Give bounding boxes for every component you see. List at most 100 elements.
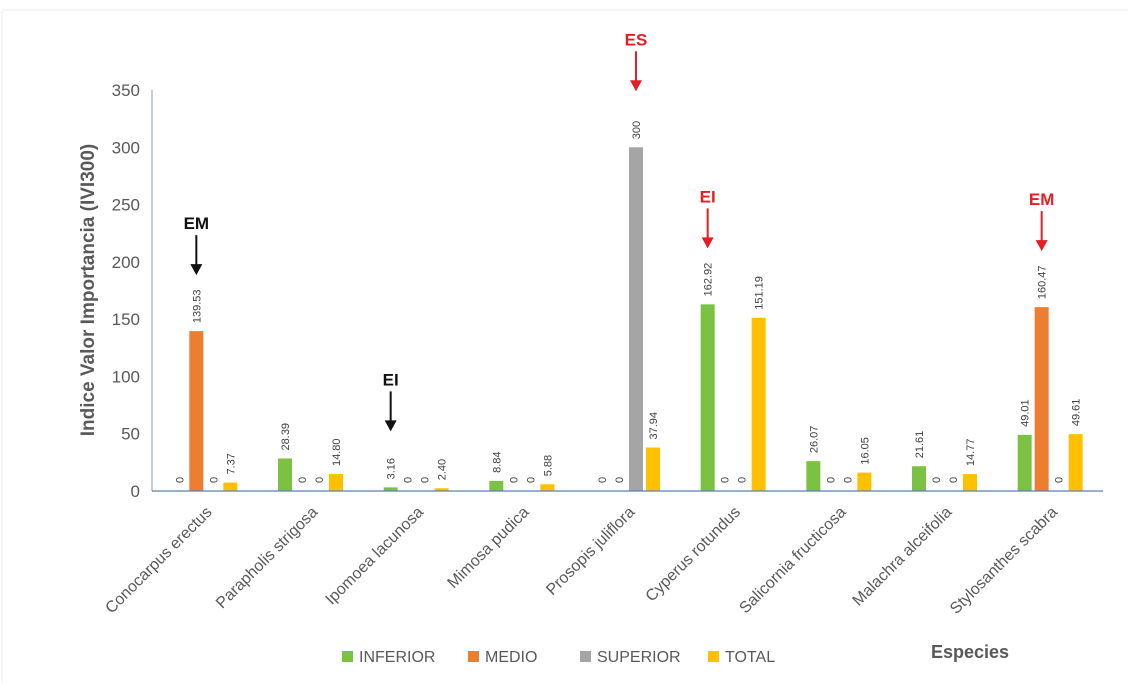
data-label-superior: 0 xyxy=(525,477,537,483)
annotation-em-conocarpus-erectus: EM xyxy=(184,214,210,276)
data-label-superior: 0 xyxy=(737,477,749,483)
y-tick-label: 50 xyxy=(121,425,140,444)
data-label-medio: 0 xyxy=(297,477,309,483)
legend-label: SUPERIOR xyxy=(597,649,681,666)
bar-total-prosopis-juliflora xyxy=(646,447,660,491)
data-label-total: 49.61 xyxy=(1071,399,1083,427)
bar-marks xyxy=(189,147,1083,492)
y-tick-label: 200 xyxy=(112,253,140,272)
data-label-inferior: 0 xyxy=(174,477,186,483)
data-label-medio: 0 xyxy=(508,477,520,483)
y-tick-label: 250 xyxy=(112,196,140,215)
data-label-superior: 0 xyxy=(948,477,960,483)
data-label-inferior: 21.61 xyxy=(914,431,926,459)
legend-label: TOTAL xyxy=(725,649,775,666)
y-tick-label: 150 xyxy=(112,310,140,329)
bar-inferior-malachra-alceifolia xyxy=(912,466,926,491)
legend-item-total: TOTAL xyxy=(708,649,775,666)
data-label-medio: 139.53 xyxy=(191,289,203,323)
data-label-medio: 0 xyxy=(931,477,943,483)
data-label-total: 2.40 xyxy=(437,459,449,480)
data-label-total: 7.37 xyxy=(225,453,237,474)
bar-inferior-parapholis-strigosa xyxy=(278,458,292,491)
annotation-arrows: EM EI ES EI EM xyxy=(184,30,1055,432)
data-label-inferior: 162.92 xyxy=(703,263,715,297)
bar-total-stylosanthes-scabra xyxy=(1068,434,1083,491)
bar-superior-prosopis-juliflora xyxy=(629,147,643,492)
data-label-superior: 0 xyxy=(208,477,220,483)
data-label-total: 14.80 xyxy=(331,439,343,467)
data-label-inferior: 49.01 xyxy=(1020,399,1032,427)
bar-inferior-salicornia-fructicosa xyxy=(806,461,821,491)
annotation-ei-cyperus-rotundus: EI xyxy=(700,187,716,249)
bar-total-ipomoea-lacunosa xyxy=(434,488,449,491)
bar-medio-stylosanthes-scabra xyxy=(1034,307,1049,491)
x-axis-title: Especies xyxy=(931,642,1009,662)
arrow-down-icon xyxy=(701,237,714,249)
data-label-inferior: 3.16 xyxy=(386,458,398,479)
data-label-medio: 0 xyxy=(720,477,732,483)
data-label-medio: 0 xyxy=(614,477,626,483)
data-label-medio: 0 xyxy=(825,477,837,483)
bar-inferior-mimosa-pudica xyxy=(489,480,504,491)
data-labels: 0 28.39 3.16 8.84 0 162.92 26.07 21.61 49.01 139.… xyxy=(174,121,1082,483)
data-label-superior: 0 xyxy=(420,477,432,483)
data-label-total: 5.88 xyxy=(542,455,554,476)
legend-item-superior: SUPERIOR xyxy=(580,649,681,666)
bar-medio-conocarpus-erectus xyxy=(189,331,204,491)
bar-inferior-ipomoea-lacunosa xyxy=(383,487,398,491)
data-label-superior: 0 xyxy=(1054,477,1066,483)
data-label-total: 151.19 xyxy=(754,276,766,310)
annotation-em-stylosanthes-scabra: EM xyxy=(1029,190,1055,252)
arrow-down-icon xyxy=(1035,240,1048,252)
annotation-label: ES xyxy=(625,30,648,49)
legend-swatch xyxy=(580,651,591,662)
data-label-superior: 0 xyxy=(314,477,326,483)
legend-label: MEDIO xyxy=(485,649,537,666)
data-label-inferior: 26.07 xyxy=(808,426,820,454)
data-label-medio: 0 xyxy=(403,477,415,483)
legend-swatch xyxy=(708,651,719,662)
arrow-down-icon xyxy=(190,264,203,276)
annotation-label: EM xyxy=(184,214,210,233)
bar-total-cyperus-rotundus xyxy=(751,317,766,491)
data-label-superior: 0 xyxy=(842,477,854,483)
bar-inferior-cyperus-rotundus xyxy=(700,304,715,491)
bar-total-parapholis-strigosa xyxy=(329,474,343,491)
legend-item-inferior: INFERIOR xyxy=(342,649,435,666)
data-label-inferior: 0 xyxy=(597,477,609,483)
y-tick-label: 0 xyxy=(131,482,140,501)
bar-total-mimosa-pudica xyxy=(540,484,555,491)
y-tick-label: 100 xyxy=(112,367,140,386)
bar-total-malachra-alceifolia xyxy=(963,474,977,491)
data-label-medio: 160.47 xyxy=(1037,265,1049,299)
legend-swatch xyxy=(468,651,479,662)
data-label-superior: 300 xyxy=(631,121,643,139)
data-label-inferior: 8.84 xyxy=(491,451,503,472)
legend-label: INFERIOR xyxy=(359,649,435,666)
bar-total-conocarpus-erectus xyxy=(223,482,238,491)
legend-item-medio: MEDIO xyxy=(468,649,537,666)
data-label-total: 16.05 xyxy=(859,437,871,465)
annotation-es-prosopis-juliflora: ES xyxy=(625,30,648,92)
arrow-down-icon xyxy=(384,420,397,432)
legend-swatch xyxy=(342,651,353,662)
annotation-label: EI xyxy=(383,370,399,389)
bar-inferior-stylosanthes-scabra xyxy=(1017,434,1032,491)
y-tick-label: 300 xyxy=(112,138,140,157)
y-axis-ticks: 0 50 100 150 200 250 300 350 xyxy=(112,81,140,501)
y-tick-label: 350 xyxy=(112,81,140,100)
legend: INFERIOR MEDIO SUPERIOR TOTAL xyxy=(342,649,775,666)
data-label-total: 37.94 xyxy=(648,412,660,440)
annotation-ei-ipomoea-lacunosa: EI xyxy=(383,370,399,432)
annotation-label: EI xyxy=(700,187,716,206)
y-axis-title: Indice Valor Importancia (IVI300) xyxy=(78,144,99,437)
data-label-total: 14.77 xyxy=(965,439,977,467)
bar-total-salicornia-fructicosa xyxy=(857,472,872,491)
annotation-label: EM xyxy=(1029,190,1055,209)
data-label-inferior: 28.39 xyxy=(280,423,292,451)
arrow-down-icon xyxy=(630,80,642,92)
